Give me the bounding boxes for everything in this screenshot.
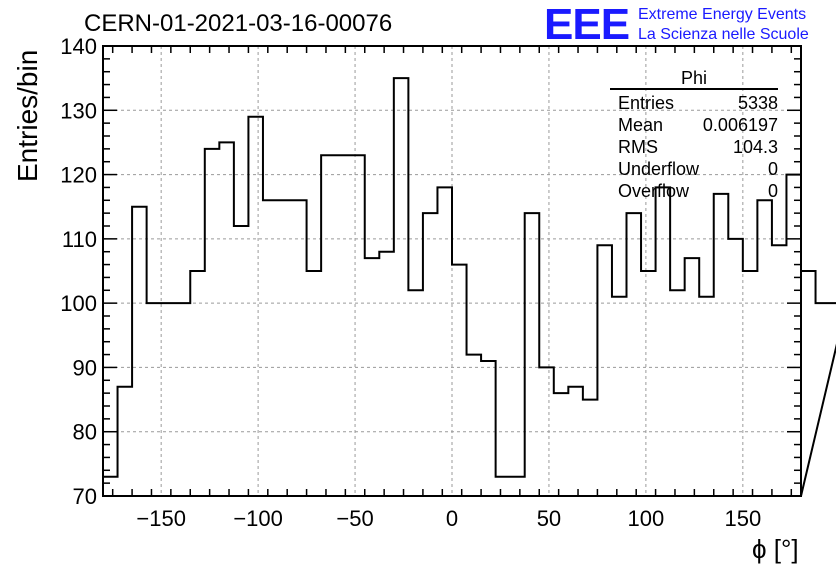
stats-value: 5338 [737, 93, 778, 113]
histogram-bin [728, 239, 743, 496]
stats-value: 0 [767, 159, 778, 179]
histogram-bin [423, 213, 438, 496]
histogram-bin [539, 367, 554, 496]
y-axis-label: Entries/bin [12, 49, 43, 182]
x-tick-label: 50 [537, 506, 561, 531]
histogram-bin [394, 78, 409, 496]
stats-label: Underflow [618, 159, 700, 179]
histogram-bin [699, 297, 714, 496]
histogram-bin [408, 290, 423, 496]
y-tick-label: 90 [73, 355, 97, 380]
histogram-line [102, 77, 836, 497]
histogram-bin [554, 393, 569, 496]
histogram-bin [379, 252, 394, 496]
histogram-bin [525, 213, 540, 496]
histogram-bin [248, 117, 263, 496]
x-tick-label: 0 [446, 506, 458, 531]
histogram-bin [205, 149, 220, 496]
plot-frame [102, 45, 802, 497]
chart-title: CERN-01-2021-03-16-00076 [84, 10, 393, 37]
histogram-bin [597, 245, 612, 496]
stats-value: 0.006197 [702, 115, 778, 135]
histogram-bin [612, 297, 627, 496]
stats-box: Phi Entries 5338 Mean 0.006197 RMS 104.3… [610, 68, 778, 202]
x-tick-label: 150 [724, 506, 761, 531]
histogram-bin [583, 400, 598, 496]
histogram-bin [786, 175, 801, 496]
x-tick-label: −150 [136, 506, 186, 531]
y-tick-label: 140 [60, 34, 97, 59]
histogram-bin [743, 271, 758, 496]
x-tick-label: −50 [336, 506, 373, 531]
histogram-bin [292, 200, 307, 496]
histogram-bin [263, 200, 278, 496]
histogram-bin [219, 142, 234, 496]
histogram-bin [656, 187, 671, 496]
histogram-bin [627, 213, 642, 496]
logo-line-2: La Scienza nelle Scuole [638, 26, 809, 43]
histogram-bin [714, 194, 729, 496]
stats-label: Entries [618, 93, 675, 113]
logo-line-1: Extreme Energy Events [638, 6, 807, 23]
histogram-bin [568, 387, 583, 496]
histogram-bin [307, 271, 322, 496]
histogram-bin [772, 245, 787, 496]
histogram-bin [437, 187, 452, 496]
stats-value: 0 [767, 181, 778, 201]
histogram-bin [670, 290, 685, 496]
histogram-bin [365, 258, 380, 496]
x-tick-label: 100 [628, 506, 665, 531]
histogram-bin [481, 361, 496, 496]
histogram-bin [321, 155, 336, 496]
histogram-bin [685, 258, 700, 496]
x-tick-label: −100 [233, 506, 283, 531]
y-tick-label: 130 [60, 98, 97, 123]
histogram-bin [452, 265, 467, 496]
histogram-bin [132, 207, 147, 496]
histogram-bin [336, 155, 351, 496]
stats-label: RMS [618, 137, 658, 157]
histogram-bin [103, 477, 118, 496]
histogram-bin [278, 200, 293, 496]
histogram-bin [350, 155, 365, 496]
logo-mark: EEE [544, 0, 630, 49]
stats-title: Phi [680, 68, 707, 88]
histogram-bin [467, 355, 482, 496]
stats-row-rms: RMS 104.3 [610, 136, 778, 158]
histogram-bin [510, 477, 525, 496]
y-tick-label: 120 [60, 163, 97, 188]
stats-label: Overflow [618, 181, 690, 201]
stats-row-underflow: Underflow 0 [610, 158, 778, 180]
x-axis-label: ϕ [°] [752, 534, 799, 564]
stats-row-overflow: Overflow 0 [610, 180, 778, 202]
histogram-bin [118, 387, 133, 496]
y-tick-label: 70 [73, 484, 97, 509]
histogram-bin [641, 271, 656, 496]
histogram-bin [147, 303, 162, 496]
stats-row-mean: Mean 0.006197 [610, 114, 778, 136]
stats-label: Mean [618, 115, 664, 135]
stats-divider [610, 88, 778, 90]
y-tick-label: 80 [73, 420, 97, 445]
histogram-bin [176, 303, 191, 496]
y-tick-label: 100 [60, 291, 97, 316]
stats-row-entries: Entries 5338 [610, 92, 778, 114]
stats-value: 104.3 [732, 137, 778, 157]
histogram-bin [190, 271, 205, 496]
histogram-bin [757, 200, 772, 496]
histogram-bin [234, 226, 249, 496]
histogram-bin [161, 303, 176, 496]
y-tick-label: 110 [62, 227, 97, 252]
histogram-bin [496, 477, 511, 496]
